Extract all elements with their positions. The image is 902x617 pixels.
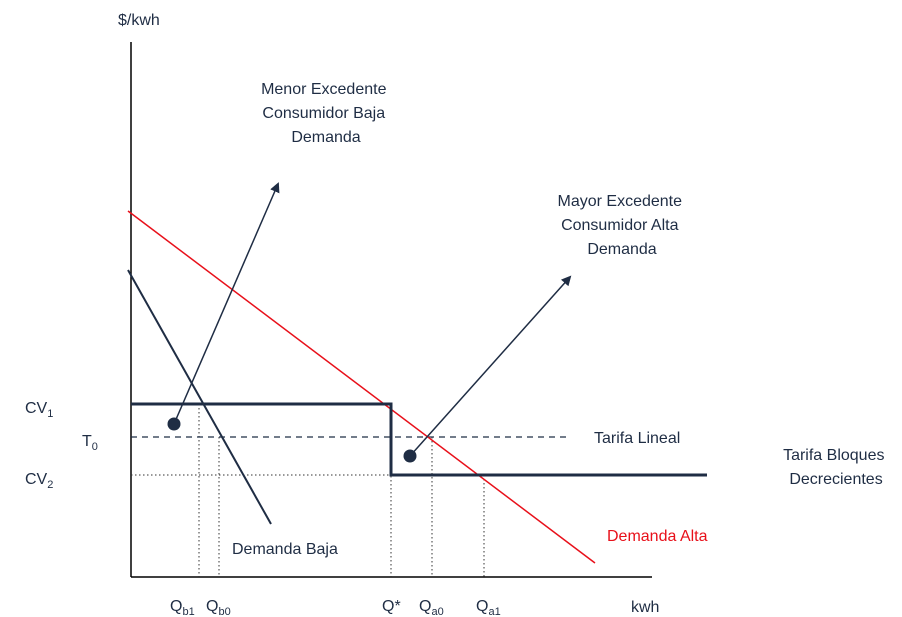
t0-label: T0: [82, 433, 98, 453]
y-axis-label: $/kwh: [118, 12, 160, 29]
mayor-excedente-label: Mayor Excedente Consumidor Alta Demanda: [558, 193, 687, 258]
tarifa-bloques-line: [131, 402, 707, 477]
demanda-alta-line: [127, 210, 596, 564]
qa0-label: Qa0: [419, 598, 444, 617]
cv2-label: CV2: [25, 471, 53, 491]
x-axis-label: kwh: [631, 599, 659, 616]
menor-excedente-arrow: [173, 182, 280, 425]
qb0-label: Qb0: [206, 598, 231, 617]
demanda-alta-label: Demanda Alta: [607, 528, 708, 545]
menor-excedente-label: Menor Excedente Consumidor Baja Demanda: [261, 81, 391, 146]
qa1-label: Qa1: [476, 598, 501, 617]
menor-excedente-dot: [167, 417, 181, 431]
mayor-excedente-dot: [403, 449, 417, 463]
tarifa-lineal-label: Tarifa Lineal: [594, 430, 680, 447]
cv1-label: CV1: [25, 400, 53, 420]
qb1-label: Qb1: [170, 598, 195, 617]
mayor-excedente-arrow: [409, 275, 572, 457]
tarifa-bloques-label: Tarifa Bloques Decrecientes: [783, 447, 889, 488]
demanda-baja-label: Demanda Baja: [232, 541, 338, 558]
demanda-baja-line: [127, 269, 272, 525]
qstar-label: Q*: [382, 598, 401, 615]
